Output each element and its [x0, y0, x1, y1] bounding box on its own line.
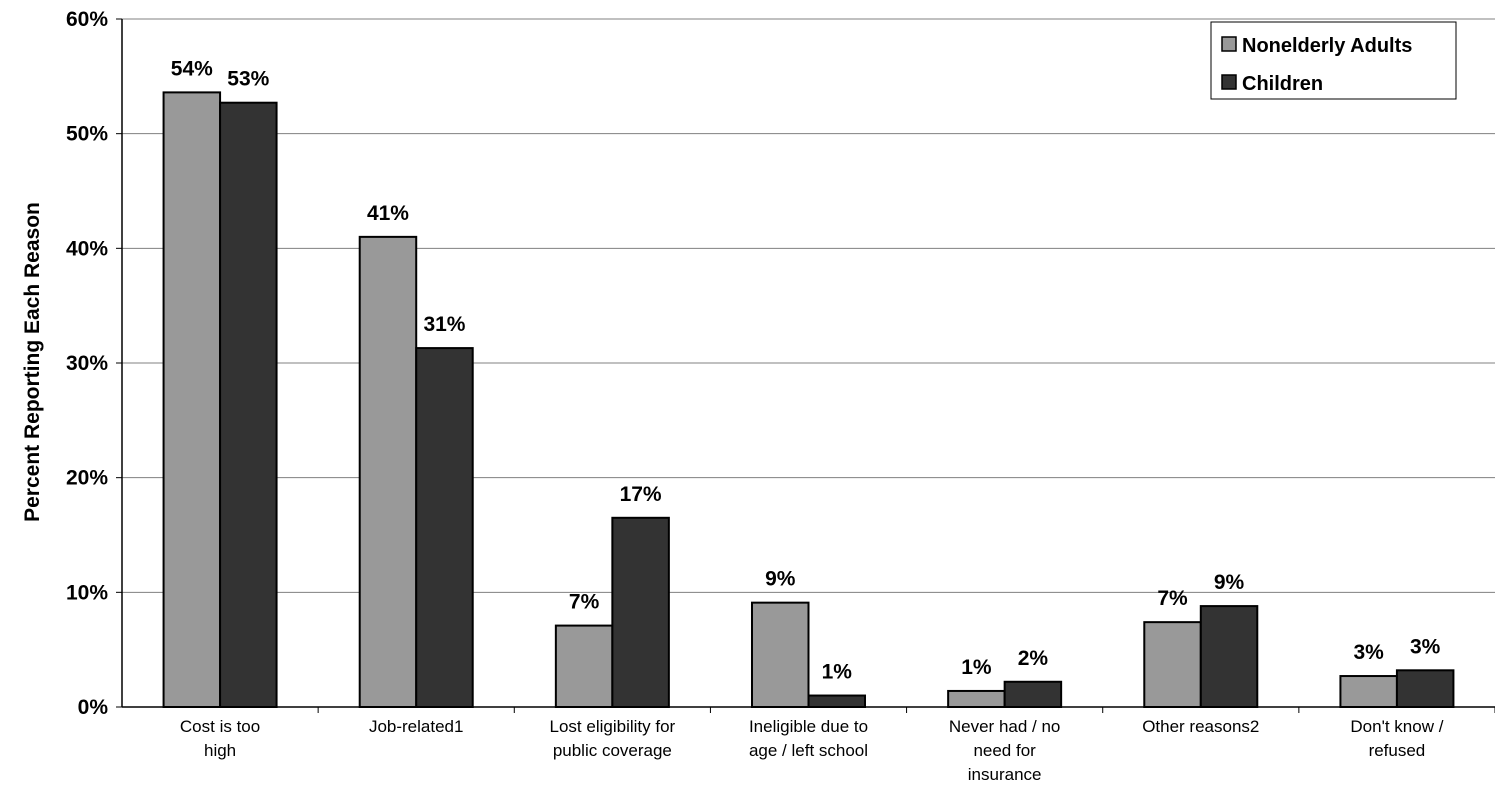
bars — [162, 91, 1455, 709]
y-tick-label: 40% — [66, 237, 108, 260]
data-label: 1% — [822, 661, 853, 684]
x-tick-label: Cost is too high — [180, 717, 260, 760]
data-label: 7% — [569, 591, 600, 614]
legend: Nonelderly Adults Children — [1210, 21, 1457, 100]
gridlines — [122, 18, 1495, 593]
x-tick-label: Never had / no need for insurance — [949, 717, 1061, 784]
x-tick-label: Other reasons2 — [1142, 717, 1259, 736]
bar — [611, 516, 670, 708]
data-label: 3% — [1353, 641, 1384, 664]
legend-swatch-nonelderly-adults — [1221, 36, 1237, 52]
bar — [807, 694, 866, 708]
legend-label-children: Children — [1242, 73, 1323, 95]
y-tick-label: 30% — [66, 352, 108, 375]
y-tick-label: 10% — [66, 581, 108, 604]
data-label: 9% — [765, 568, 796, 591]
data-label: 3% — [1410, 635, 1441, 658]
data-label: 1% — [961, 656, 992, 679]
legend-box — [1210, 21, 1457, 100]
data-label: 54% — [171, 57, 213, 80]
data-labels: 54% 53% 41% 31% 7% 17% 9% 1% 1% 2% 7% 9% 3% 3% — [171, 57, 1441, 683]
x-tick-label: Lost eligibility for public coverage — [550, 717, 676, 760]
data-label: 17% — [620, 483, 662, 506]
data-label: 7% — [1157, 587, 1188, 610]
x-tick-label: Don't know / refused — [1350, 717, 1443, 760]
bar — [415, 347, 474, 708]
bar — [1199, 605, 1259, 708]
bar — [1003, 680, 1063, 708]
y-tick-label: 60% — [66, 8, 108, 31]
legend-swatch-children — [1221, 74, 1237, 90]
bar — [358, 235, 418, 708]
y-tick-label: 0% — [78, 696, 109, 719]
x-tick-label: Job-related1 — [369, 717, 464, 736]
bar — [219, 101, 278, 708]
bar — [1143, 621, 1202, 708]
bar — [751, 601, 810, 708]
bar — [162, 91, 222, 709]
bar — [947, 689, 1006, 708]
data-label: 31% — [423, 313, 465, 336]
y-axis-label: Percent Reporting Each Reason — [21, 202, 44, 522]
bar — [554, 624, 614, 708]
data-label: 53% — [227, 68, 269, 91]
data-label: 2% — [1018, 647, 1049, 670]
data-label: 41% — [367, 202, 409, 225]
legend-label-nonelderly-adults: Nonelderly Adults — [1242, 35, 1412, 57]
data-label: 9% — [1214, 571, 1245, 594]
y-tick-label: 50% — [66, 123, 108, 146]
bar — [1339, 675, 1398, 708]
x-tick-label: Ineligible due to age / left school — [749, 717, 868, 760]
y-tick-label: 20% — [66, 467, 108, 490]
bar — [1395, 669, 1455, 708]
